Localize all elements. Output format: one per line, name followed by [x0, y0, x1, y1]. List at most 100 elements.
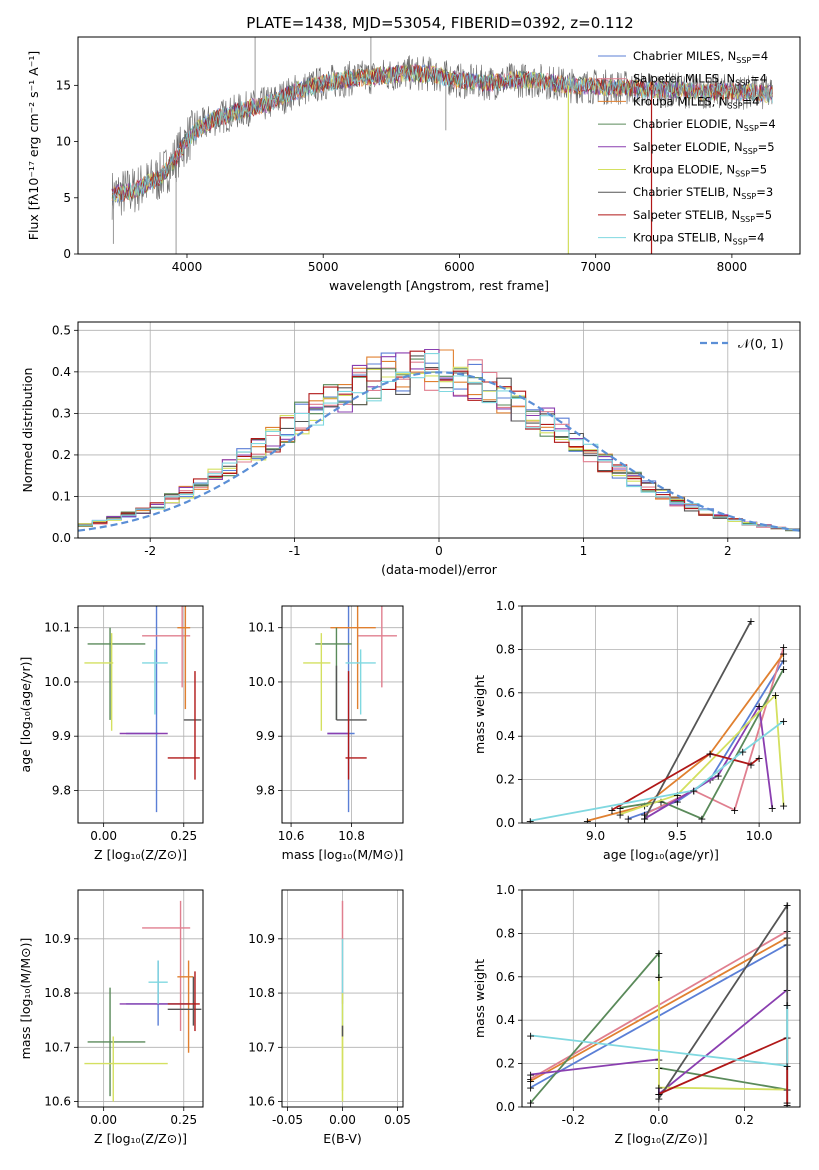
data-marker: + [673, 795, 682, 808]
mass-weight-line [611, 752, 760, 811]
data-marker: + [526, 1097, 535, 1110]
y-axis-label: mass weight [472, 675, 487, 754]
figure-title: PLATE=1438, MJD=53054, FIBERID=0392, z=0… [246, 14, 633, 32]
data-marker: + [771, 689, 780, 702]
data-marker: + [616, 808, 625, 821]
y-tick-label: 0.2 [496, 773, 515, 787]
spectrum-panel: 4000 5000 6000 7000 8000 0 5 10 15 wavelength [An… [26, 36, 801, 293]
axes-frame [77, 889, 204, 1108]
data-marker: + [779, 715, 788, 728]
mass-weight-line [643, 620, 752, 820]
y-tick-label: 0.0 [52, 531, 71, 545]
x-tick-label: 0.2 [735, 1113, 754, 1127]
y-tick-label: 0.1 [52, 489, 71, 503]
data-marker: + [526, 1029, 535, 1042]
y-tick-label: 9.9 [52, 729, 71, 743]
data-marker: + [755, 752, 764, 765]
x-tick-label: 9.5 [668, 829, 687, 843]
data-marker: + [783, 999, 792, 1012]
y-tick-label: 10.6 [248, 1095, 275, 1109]
y-axis-label: Flux [fλ10⁻¹⁷ erg cm⁻² s⁻¹ A⁻¹] [26, 51, 41, 240]
data-marker: + [526, 1075, 535, 1088]
y-tick-label: 9.8 [52, 783, 71, 797]
x-axis-label: age [log₁₀(age/yr)] [603, 847, 719, 862]
data-marker: + [779, 663, 788, 676]
mass-weight-line [619, 668, 785, 820]
y-tick-label: 0.6 [496, 686, 515, 700]
data-marker: + [526, 1081, 535, 1094]
y-tick-label: 0.8 [496, 642, 515, 656]
data-marker: + [616, 802, 625, 815]
mass-weight-line [530, 1005, 789, 1067]
mass-weight-line [658, 902, 789, 1103]
residuals-panel: -2 -1 0 1 2 0.0 0.1 0.2 0.3 0.4 0.5 (data-model)/er… [20, 321, 801, 577]
legend-entry: Kroupa ELODIE, NSSP=5 [633, 163, 767, 179]
y-tick-label: 0.0 [496, 1100, 515, 1114]
age-vs-mass-plot-area [303, 606, 397, 813]
data-marker: + [730, 804, 739, 817]
x-axis-label: Z [log₁₀(Z/Z⊙)] [94, 847, 187, 862]
x-tick-label: 1 [580, 544, 588, 558]
x-tick-label: 6000 [444, 260, 475, 274]
x-tick-label: 0.00 [90, 829, 117, 843]
x-tick-label: 10.0 [746, 829, 773, 843]
axes-frame [521, 605, 801, 824]
x-tick-label: 10.6 [278, 829, 305, 843]
x-tick-label: 5000 [308, 260, 339, 274]
axes-frame [77, 36, 801, 255]
data-marker: + [746, 615, 755, 628]
data-marker: + [738, 745, 747, 758]
y-tick-label: 0.5 [52, 323, 71, 337]
mass-vs-EBV-panel: -0.05 0.00 0.05 10.6 10.7 10.8 10.9 E(B-V) [248, 889, 411, 1146]
x-tick-label: 10.8 [338, 829, 365, 843]
x-tick-label: 0.25 [170, 1113, 197, 1127]
y-tick-label: 10.1 [44, 621, 71, 635]
x-axis-label: wavelength [Angstrom, rest frame] [329, 278, 549, 293]
data-marker: + [779, 648, 788, 661]
x-axis-label: Z [log₁₀(Z/Z⊙)] [615, 1131, 708, 1146]
y-tick-label: 0.8 [496, 926, 515, 940]
x-tick-label: 9.0 [586, 829, 605, 843]
x-tick-label: 4000 [172, 260, 203, 274]
y-tick-label: 10.6 [44, 1095, 71, 1109]
axes-frame [77, 605, 204, 824]
mass-vs-Z-panel: 0.00 0.25 10.6 10.7 10.8 10.9 Z [log₁₀(Z/Z⊙)] m… [18, 889, 204, 1146]
legend-entry: Kroupa STELIB, NSSP=4 [633, 231, 764, 247]
y-tick-label: 1.0 [496, 883, 515, 897]
data-marker: + [654, 1081, 663, 1094]
x-tick-label: 0.00 [329, 1113, 356, 1127]
data-marker: + [705, 748, 714, 761]
y-axis-label: Normed distribution [20, 368, 35, 493]
x-axis-label: Z [log₁₀(Z/Z⊙)] [94, 1131, 187, 1146]
histogram-step [78, 353, 800, 531]
data-marker: + [654, 947, 663, 960]
y-tick-label: 0.2 [52, 448, 71, 462]
data-marker: + [673, 789, 682, 802]
data-marker: + [654, 1088, 663, 1101]
x-tick-label: 0.00 [90, 1113, 117, 1127]
data-marker: + [746, 758, 755, 771]
axes-frame [281, 889, 404, 1108]
model-spectrum-line [111, 65, 773, 202]
data-marker: + [526, 1068, 535, 1081]
normal-curve-line [78, 371, 800, 532]
mass-weight-line [587, 653, 785, 822]
y-tick-label: 0.6 [496, 970, 515, 984]
y-tick-label: 10.7 [44, 1040, 71, 1054]
data-marker: + [755, 700, 764, 713]
mass-weight-line [619, 692, 785, 816]
mass-vs-Z-plot-area [84, 900, 202, 1102]
y-tick-label: 9.9 [256, 729, 275, 743]
x-tick-label: 0.0 [649, 1113, 668, 1127]
x-axis-label: mass [log₁₀(M/M⊙)] [282, 847, 404, 862]
legend-entry: Chabrier STELIB, NSSP=3 [633, 185, 773, 201]
axes-frame [521, 889, 801, 1108]
legend-entry: 𝒩(0, 1) [738, 336, 784, 351]
data-marker: + [654, 971, 663, 984]
y-tick-label: 0.3 [52, 406, 71, 420]
data-marker: + [640, 808, 649, 821]
y-tick-label: 0.4 [496, 1013, 515, 1027]
legend-entry: Salpeter ELODIE, NSSP=5 [633, 140, 775, 156]
legend-entry: Chabrier MILES, NSSP=4 [633, 49, 768, 65]
y-tick-label: 10.8 [248, 986, 275, 1000]
